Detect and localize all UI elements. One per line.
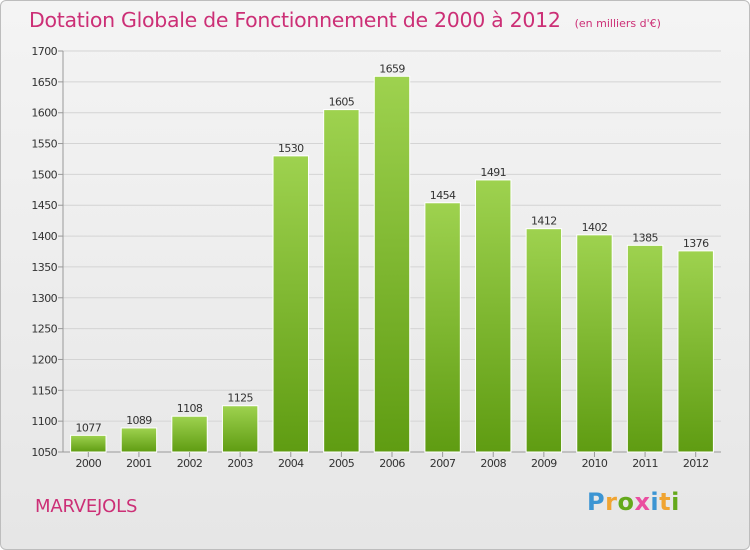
- bar: [373, 75, 411, 453]
- x-tick-label: 2006: [379, 457, 405, 470]
- x-tick-label: 2005: [329, 457, 355, 470]
- bar-value-label: 1454: [430, 189, 456, 202]
- y-tick-label: 1550: [31, 138, 57, 151]
- y-tick-label: 1700: [31, 45, 57, 58]
- logo-letter: x: [634, 488, 651, 516]
- bar-value-label: 1605: [329, 96, 355, 109]
- proxiti-logo: Proxiti: [587, 488, 680, 516]
- y-tick-label: 1450: [31, 199, 57, 212]
- chart-title: Dotation Globale de Fonctionnement de 20…: [29, 8, 661, 32]
- bar: [525, 228, 563, 453]
- bar-value-label: 1412: [531, 215, 557, 228]
- bar-value-label: 1385: [632, 231, 658, 244]
- y-tick-label: 1150: [31, 384, 57, 397]
- bar: [424, 202, 461, 453]
- y-tick-label: 1050: [31, 446, 57, 459]
- bar: [120, 427, 158, 453]
- x-tick-label: 2009: [531, 457, 557, 470]
- x-tick-label: 2010: [582, 457, 608, 470]
- x-tick-label: 2004: [278, 457, 304, 470]
- x-tick-label: 2001: [126, 457, 152, 470]
- bar: [272, 155, 309, 453]
- x-tick-label: 2012: [683, 457, 709, 470]
- bar: [576, 234, 613, 453]
- bar: [171, 415, 208, 453]
- bar-value-label: 1530: [278, 142, 304, 155]
- bar: [323, 109, 360, 453]
- bar-value-label: 1108: [177, 402, 203, 415]
- chart-subtitle: (en milliers d'€): [574, 17, 661, 30]
- bar-value-label: 1125: [227, 392, 253, 405]
- bar-value-label: 1089: [126, 414, 152, 427]
- x-tick-label: 2008: [480, 457, 506, 470]
- title-text: Dotation Globale de Fonctionnement de 20…: [29, 8, 561, 32]
- y-tick-label: 1350: [31, 261, 57, 274]
- x-tick-label: 2000: [76, 457, 102, 470]
- y-axis-ticks: 1050 1100 1150 1200 1250 1300 1350 1400 1450 1500…: [31, 45, 63, 459]
- logo-letter: P: [587, 488, 606, 516]
- logo-letter: t: [659, 488, 672, 516]
- x-axis-ticks: 2000 2001 2002 2003 2004 2005 2006 2007 2008 2009…: [76, 452, 709, 470]
- y-tick-label: 1250: [31, 323, 57, 336]
- bar-value-label: 1402: [582, 221, 608, 234]
- town-name: MARVEJOLS: [35, 496, 138, 517]
- y-tick-label: 1650: [31, 76, 57, 89]
- y-tick-label: 1300: [31, 292, 57, 305]
- x-tick-label: 2007: [430, 457, 456, 470]
- x-tick-label: 2002: [177, 457, 203, 470]
- logo-letter: i: [671, 488, 680, 516]
- logo-letter: i: [650, 488, 660, 516]
- y-tick-label: 1400: [31, 230, 57, 243]
- bar-value-label: 1491: [480, 166, 506, 179]
- y-tick-label: 1100: [31, 415, 57, 428]
- bar: [70, 434, 107, 453]
- y-tick-label: 1500: [31, 168, 57, 181]
- y-tick-label: 1600: [31, 107, 57, 120]
- bar-value-label: 1659: [379, 62, 405, 75]
- bar: [626, 244, 664, 453]
- bar: [475, 179, 512, 453]
- x-tick-label: 2003: [227, 457, 253, 470]
- logo-letter: r: [605, 488, 618, 516]
- bar-value-label: 1077: [76, 421, 102, 434]
- logo-letter: o: [617, 488, 635, 516]
- bars: 1077 1089 1108 1125 1530 1605 1659 1454 1491 1412…: [70, 62, 714, 453]
- bar-value-label: 1376: [683, 237, 709, 250]
- bar: [221, 405, 259, 453]
- x-tick-label: 2011: [632, 457, 658, 470]
- bar: [677, 250, 714, 453]
- y-tick-label: 1200: [31, 353, 57, 366]
